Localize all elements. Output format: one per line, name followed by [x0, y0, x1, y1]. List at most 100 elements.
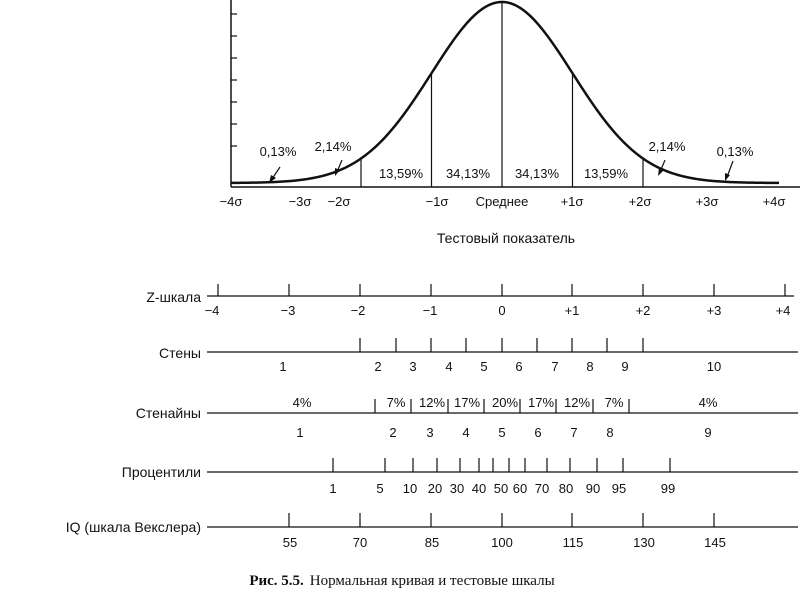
- sten-value: 8: [586, 359, 593, 374]
- stanine-values: 1 2 3 4 5 6 7 8 9: [296, 425, 711, 440]
- stanine-percent: 7%: [605, 395, 624, 410]
- z-scale-ticks: [217, 284, 786, 296]
- z-scale-label: Z-шкала: [146, 289, 201, 305]
- stanine-value: 8: [606, 425, 613, 440]
- z-value: −3: [281, 303, 296, 318]
- iq-value: 100: [491, 535, 513, 550]
- stanine-value: 2: [389, 425, 396, 440]
- percentile-value: 50: [494, 481, 508, 496]
- pct-label: 13,59%: [379, 166, 424, 181]
- iq-scale: IQ (шкала Векслера) 55 70 85 100 115 130…: [66, 513, 798, 550]
- area-percent-labels: 0,13% 2,14% 13,59% 34,13% 34,13% 13,59% …: [260, 139, 754, 181]
- curve-panel: 0,13% 2,14% 13,59% 34,13% 34,13% 13,59% …: [220, 0, 800, 246]
- percentile-scale-ticks: [332, 458, 671, 472]
- caption-number: Рис. 5.5.: [249, 573, 304, 589]
- stanine-value: 5: [498, 425, 505, 440]
- y-axis-ticks: [231, 13, 237, 147]
- percentile-scale: Процентили 1 5 10 20 30 40 50 60 70 80 9…: [122, 458, 798, 496]
- arrowhead-left-inner: [335, 168, 340, 176]
- sten-value: 6: [515, 359, 522, 374]
- stanine-value: 9: [704, 425, 711, 440]
- sigma-label: −4σ: [220, 194, 243, 209]
- percentile-value: 90: [586, 481, 600, 496]
- sten-value: 7: [551, 359, 558, 374]
- percentile-value: 10: [403, 481, 417, 496]
- percentile-value: 30: [450, 481, 464, 496]
- stanine-percents: 4% 7% 12% 17% 20% 17% 12% 7% 4%: [293, 395, 718, 410]
- stanine-percent: 20%: [492, 395, 518, 410]
- stanine-percent: 4%: [293, 395, 312, 410]
- arrowhead-right-inner: [658, 168, 664, 176]
- sigma-labels: −4σ −3σ −2σ −1σ Среднее +1σ +2σ +3σ +4σ: [220, 194, 786, 209]
- percentile-value: 70: [535, 481, 549, 496]
- z-value: +4: [776, 303, 791, 318]
- percentile-scale-label: Процентили: [122, 464, 201, 480]
- pct-label: 2,14%: [649, 139, 686, 154]
- iq-value: 115: [563, 535, 584, 550]
- sten-value: 5: [480, 359, 487, 374]
- percentile-value: 60: [513, 481, 527, 496]
- z-scale-values: −4 −3 −2 −1 0 +1 +2 +3 +4: [205, 303, 791, 318]
- stanine-percent: 4%: [699, 395, 718, 410]
- arrowhead-right-outer: [725, 173, 730, 181]
- iq-scale-label: IQ (шкала Векслера): [66, 519, 201, 535]
- sten-scale-ticks: [359, 338, 644, 352]
- z-scale: Z-шкала −4 −3 −2 −1 0 +1 +2 +3 +4: [146, 284, 794, 318]
- stanine-value: 6: [534, 425, 541, 440]
- scales-panel: Z-шкала −4 −3 −2 −1 0 +1 +2 +3 +4 Стены …: [66, 284, 798, 550]
- stanine-percent: 12%: [564, 395, 590, 410]
- stanine-value: 3: [426, 425, 433, 440]
- pct-label: 0,13%: [260, 144, 297, 159]
- stanine-percent: 17%: [454, 395, 480, 410]
- iq-value: 145: [704, 535, 726, 550]
- stanine-scale-label: Стенайны: [136, 405, 201, 421]
- stanine-percent: 17%: [528, 395, 554, 410]
- x-axis-title: Тестовый показатель: [437, 230, 575, 246]
- stanine-value: 7: [570, 425, 577, 440]
- sigma-label: +3σ: [696, 194, 719, 209]
- percentile-value: 1: [329, 481, 336, 496]
- z-value: +3: [707, 303, 722, 318]
- pct-label: 13,59%: [584, 166, 629, 181]
- percentile-values: 1 5 10 20 30 40 50 60 70 80 90 95 99: [329, 481, 675, 496]
- stanine-value: 1: [296, 425, 303, 440]
- stanine-value: 4: [462, 425, 469, 440]
- stanine-scale-ticks: [374, 399, 630, 413]
- iq-value: 70: [353, 535, 367, 550]
- z-value: −4: [205, 303, 220, 318]
- percentile-value: 80: [559, 481, 573, 496]
- sten-value: 3: [409, 359, 416, 374]
- caption-text: Нормальная кривая и тестовые шкалы: [310, 573, 555, 589]
- sigma-label: +4σ: [763, 194, 786, 209]
- sten-scale: Стены 1 2 3 4 5 6 7 8 9 10: [159, 338, 798, 374]
- z-value: −1: [423, 303, 438, 318]
- percentile-value: 40: [472, 481, 486, 496]
- pct-label: 0,13%: [717, 144, 754, 159]
- sigma-label: +2σ: [629, 194, 652, 209]
- z-value: +1: [565, 303, 580, 318]
- normal-curve: [230, 0, 780, 185]
- sten-value: 4: [445, 359, 452, 374]
- sigma-label: −3σ: [289, 194, 312, 209]
- sten-scale-label: Стены: [159, 345, 201, 361]
- pct-label: 2,14%: [315, 139, 352, 154]
- sigma-label: −2σ: [328, 194, 351, 209]
- iq-scale-ticks: [288, 513, 715, 527]
- stanine-percent: 12%: [419, 395, 445, 410]
- arrowhead-left-outer: [269, 175, 276, 183]
- stanine-scale: Стенайны 4% 7% 12% 17% 20% 17% 12% 7% 4%…: [136, 395, 798, 440]
- percentile-value: 95: [612, 481, 626, 496]
- sten-scale-values: 1 2 3 4 5 6 7 8 9 10: [279, 359, 721, 374]
- sten-value: 10: [707, 359, 721, 374]
- sten-value: 1: [279, 359, 286, 374]
- z-value: 0: [498, 303, 505, 318]
- z-value: −2: [351, 303, 366, 318]
- figure-caption: Рис. 5.5. Нормальная кривая и тестовые шк…: [249, 573, 554, 589]
- sigma-divider-lines: [360, 2, 644, 187]
- iq-value: 85: [425, 535, 439, 550]
- percentile-value: 99: [661, 481, 675, 496]
- z-value: +2: [636, 303, 651, 318]
- sten-value: 2: [374, 359, 381, 374]
